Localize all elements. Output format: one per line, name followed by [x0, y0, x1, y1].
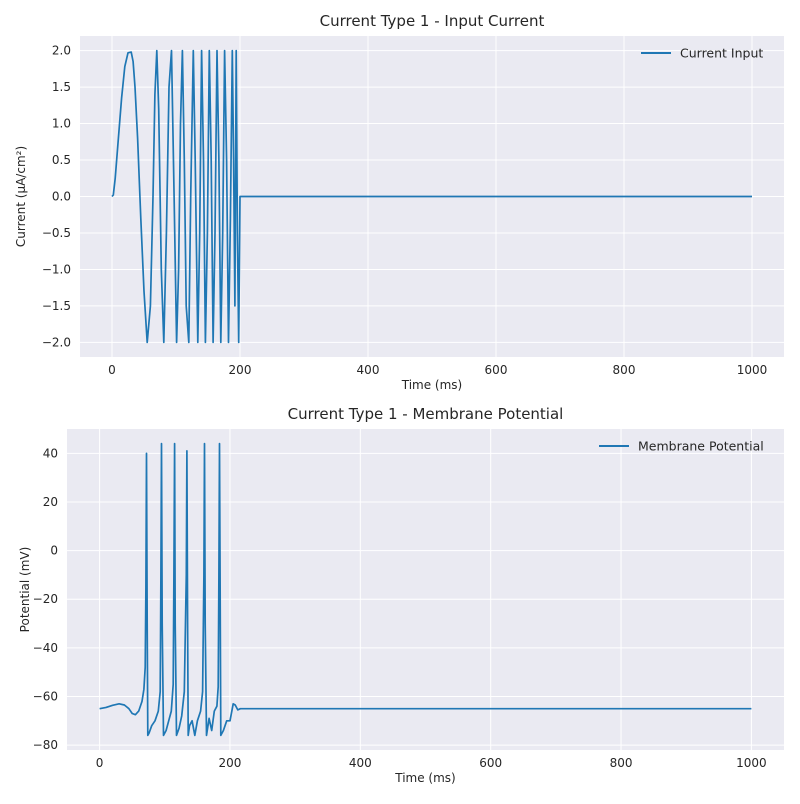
x-tick-label: 1000 [736, 756, 767, 770]
x-tick-label: 800 [610, 756, 633, 770]
y-tick-label: −80 [33, 738, 58, 752]
x-tick-label: 0 [108, 363, 116, 377]
y-tick-label: −1.5 [42, 299, 71, 313]
y-tick-label: −60 [33, 690, 58, 704]
x-tick-label: 200 [219, 756, 242, 770]
y-tick-label: 20 [43, 495, 58, 509]
legend-label: Current Input [680, 46, 763, 61]
y-tick-label: −1.0 [42, 262, 71, 276]
y-tick-label: −40 [33, 641, 58, 655]
x-tick-label: 400 [349, 756, 372, 770]
legend-label: Membrane Potential [638, 439, 764, 454]
x-tick-label: 1000 [737, 363, 768, 377]
x-tick-label: 400 [357, 363, 380, 377]
chart-title: Current Type 1 - Membrane Potential [288, 405, 564, 423]
y-tick-label: 0.0 [52, 190, 71, 204]
chart-panel-1: 0 200 400 600 800 1000 2.0 1.5 1.0 0.5 0.0 −0.5 −1.0… [14, 12, 784, 392]
chart-panel-2: 0 200 400 600 800 100040200−20−40−60−80Curren… [18, 405, 784, 785]
series-line-1 [99, 442, 752, 737]
y-tick-label: −2.0 [42, 335, 71, 349]
y-tick-label: 1.5 [52, 80, 71, 94]
y-tick-label: 2.0 [52, 44, 71, 58]
y-tick-label: 0 [50, 544, 58, 558]
legend: Membrane Potential [599, 439, 764, 454]
y-axis-label: Current (μA/cm²) [14, 146, 28, 247]
y-tick-label: 1.0 [52, 117, 71, 131]
y-tick-label: 40 [43, 446, 58, 460]
y-tick-label: −0.5 [42, 226, 71, 240]
series-line-1 [111, 49, 752, 344]
chart-title: Current Type 1 - Input Current [320, 12, 545, 30]
legend: Current Input [641, 46, 763, 61]
y-tick-label: 0.5 [52, 153, 71, 167]
x-tick-label: 600 [479, 756, 502, 770]
x-tick-label: 200 [229, 363, 252, 377]
x-tick-label: 800 [613, 363, 636, 377]
x-axis-label: Time (ms) [401, 378, 463, 392]
x-tick-label: 600 [485, 363, 508, 377]
x-tick-label: 0 [96, 756, 104, 770]
y-axis-label: Potential (mV) [18, 547, 32, 633]
y-tick-label: −20 [33, 592, 58, 606]
x-axis-label: Time (ms) [394, 771, 456, 785]
